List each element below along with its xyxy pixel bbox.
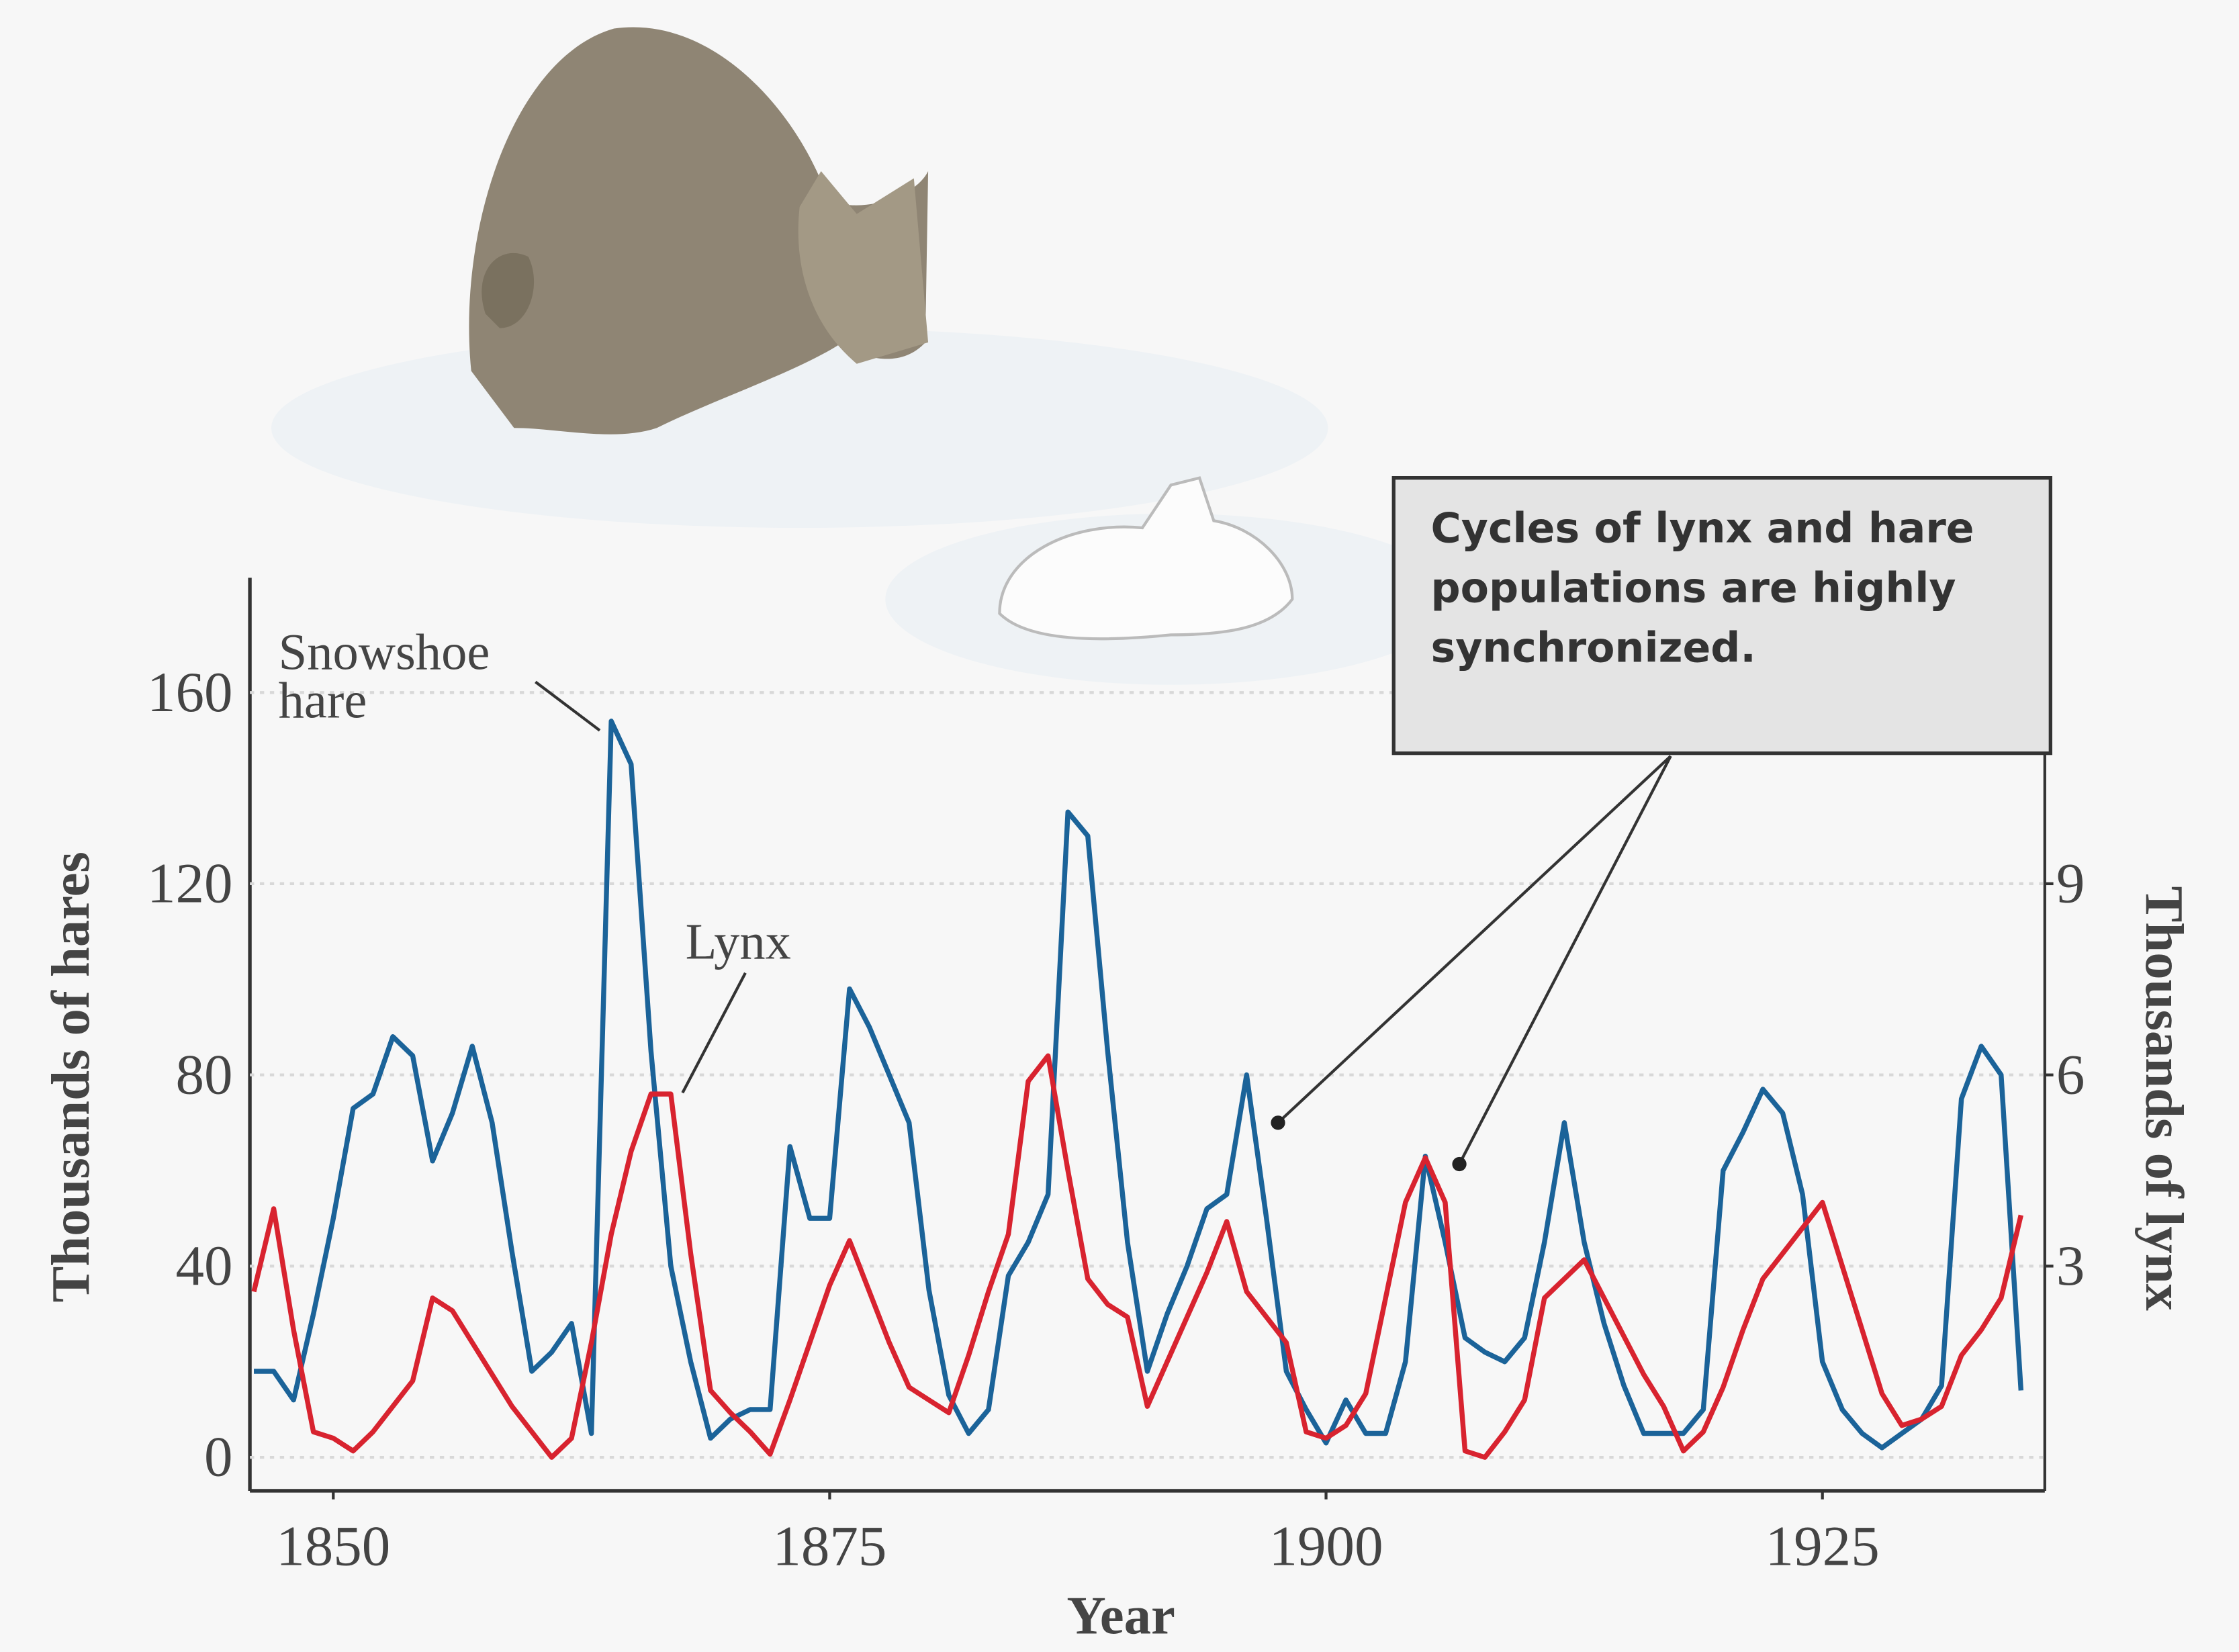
y2-tick-label: 3 [2056, 1234, 2085, 1297]
plot: 0 40 80 120 160 3 6 9 1850 1875 1900 1925 [147, 661, 2085, 1578]
callout-dot [1271, 1115, 1285, 1130]
y-tick-label: 40 [176, 1234, 233, 1297]
x-tick-label: 1850 [276, 1514, 390, 1577]
x-axis-label: Year [1066, 1586, 1175, 1645]
series-label: Snowshoe hare [278, 627, 490, 729]
callout-dot [1452, 1156, 1467, 1172]
illustration [271, 27, 1457, 685]
y-tick-label: 0 [204, 1426, 233, 1489]
y2-tick-label: 6 [2056, 1043, 2085, 1106]
y-axis-label: Thousands of hares [41, 852, 101, 1302]
y-tick-label: 80 [176, 1043, 233, 1106]
y2-tick-label: 9 [2056, 852, 2085, 915]
leader-line [535, 680, 601, 732]
y-tick-label: 120 [147, 852, 233, 915]
y-tick-label: 160 [147, 661, 233, 724]
callout-arrow [1277, 755, 1672, 1124]
x-tick-label: 1875 [772, 1514, 886, 1577]
x-tick-label: 1925 [1766, 1514, 1880, 1577]
leader-line [681, 972, 747, 1094]
series-label: Lynx [686, 913, 791, 970]
callout-box [1391, 476, 2052, 755]
callout-arrow [1458, 755, 1672, 1165]
callout: Cycles of lynx and hare populations are … [1430, 503, 1974, 672]
series-label-box: Snowshoe hare [278, 627, 490, 729]
series-line [251, 1053, 2023, 1460]
y2-axis-label: Thousands of lynx [2134, 886, 2194, 1311]
series-line [254, 719, 2024, 1451]
x-tick-label: 1900 [1269, 1514, 1383, 1577]
callout-text: Cycles of lynx and hare populations are … [1430, 503, 1974, 672]
